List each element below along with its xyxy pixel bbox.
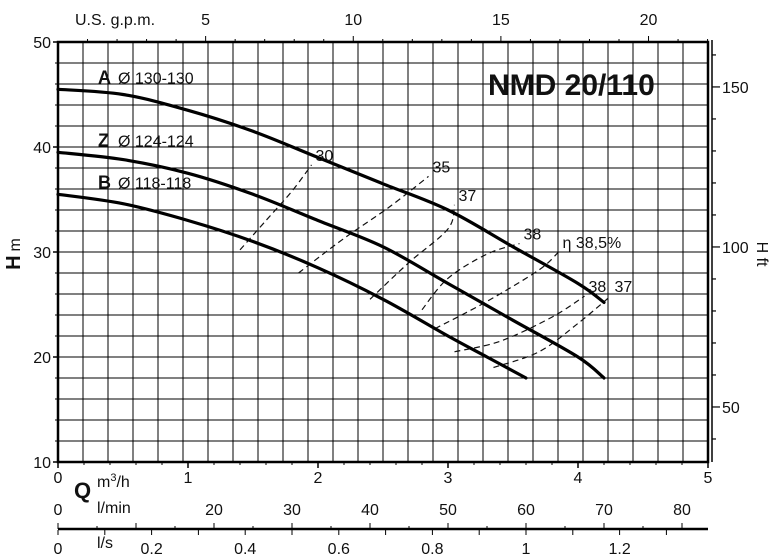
q-axis-unit: m3/h <box>97 472 130 491</box>
y-tick-label: 50 <box>33 35 51 52</box>
lmin-tick-label: 20 <box>205 502 223 519</box>
efficiency-curve-38 <box>421 243 520 311</box>
ft-tick-label: 100 <box>722 240 749 257</box>
gpm-tick-label: 10 <box>344 12 362 29</box>
efficiency-label: 30 <box>316 148 334 165</box>
efficiency-curves <box>239 164 611 369</box>
curve-diameter-B: Ø 118-118 <box>118 175 191 192</box>
efficiency-curve-38 <box>454 295 585 353</box>
curve-letter-Z: Z <box>98 130 109 150</box>
y-tick-label: 40 <box>33 140 51 157</box>
ls-tick-label: 1.2 <box>608 541 630 558</box>
q-tick-label: 0 <box>54 470 63 487</box>
curve-letter-A: A <box>98 67 111 87</box>
ls-tick-label: 0.8 <box>421 541 443 558</box>
y-tick-label: 10 <box>33 455 51 472</box>
curve-letter-B: B <box>98 172 111 192</box>
q-tick-label: 4 <box>574 470 583 487</box>
pump-curve-Z <box>56 150 606 380</box>
ls-tick-label: 0.4 <box>234 541 256 558</box>
lmin-tick-label: 70 <box>595 502 613 519</box>
axes <box>53 36 720 535</box>
lmin-tick-label: 60 <box>517 502 535 519</box>
gpm-tick-label: 20 <box>640 12 658 29</box>
grid <box>57 41 709 463</box>
efficiency-curve-30 <box>239 164 312 251</box>
lmin-axis-label: l/min <box>97 500 131 517</box>
q-tick-label: 5 <box>704 470 713 487</box>
q-tick-label: 1 <box>184 470 193 487</box>
chart-title: NMD 20/110 <box>488 69 655 102</box>
efficiency-label: 37 <box>459 188 477 205</box>
efficiency-label: 38 <box>589 279 607 296</box>
ft-tick-label: 50 <box>722 400 740 417</box>
q-tick-label: 3 <box>444 470 453 487</box>
efficiency-curve-37 <box>493 295 611 369</box>
ls-tick-label: 1 <box>522 541 531 558</box>
efficiency-label: 37 <box>615 279 633 296</box>
pump-curve-B <box>56 192 528 380</box>
y-tick-label: 30 <box>33 245 51 262</box>
efficiency-curve-37 <box>369 204 456 300</box>
h-axis-label: Hm <box>3 238 25 270</box>
ls-tick-label: 0.2 <box>140 541 162 558</box>
lmin-tick-label: 40 <box>361 502 379 519</box>
ls-tick-label: 0.6 <box>328 541 350 558</box>
lmin-tick-label: 80 <box>673 502 691 519</box>
hft-axis-label: H ft <box>753 242 770 267</box>
lmin-tick-label: 50 <box>439 502 457 519</box>
ft-tick-label: 150 <box>722 80 749 97</box>
efficiency-label: 35 <box>433 159 451 176</box>
lmin-tick-label: 30 <box>283 502 301 519</box>
curve-diameter-Z: Ø 124-124 <box>118 133 194 150</box>
ls-axis-label: l/s <box>97 535 113 552</box>
curve-diameter-A: Ø 130-130 <box>118 70 194 87</box>
ls-tick-label: 0 <box>54 541 63 558</box>
q-axis-symbol: Q <box>74 478 91 503</box>
efficiency-curve-35 <box>298 175 429 274</box>
pump-curves <box>56 87 606 380</box>
y-tick-label: 20 <box>33 350 51 367</box>
gpm-tick-label: 5 <box>201 12 210 29</box>
pump-curve-A <box>56 87 606 304</box>
top-axis-label: U.S. g.p.m. <box>75 12 155 29</box>
labels: NMD 20/110 U.S. g.p.m. Q m3/h l/min l/s … <box>3 12 770 558</box>
q-tick-label: 2 <box>314 470 323 487</box>
efficiency-label: 38 <box>524 227 542 244</box>
gpm-tick-label: 15 <box>492 12 510 29</box>
lmin-tick-label: 0 <box>54 502 63 519</box>
efficiency-label: η 38,5% <box>563 235 622 252</box>
efficiency-curve-38,5% <box>434 251 559 330</box>
